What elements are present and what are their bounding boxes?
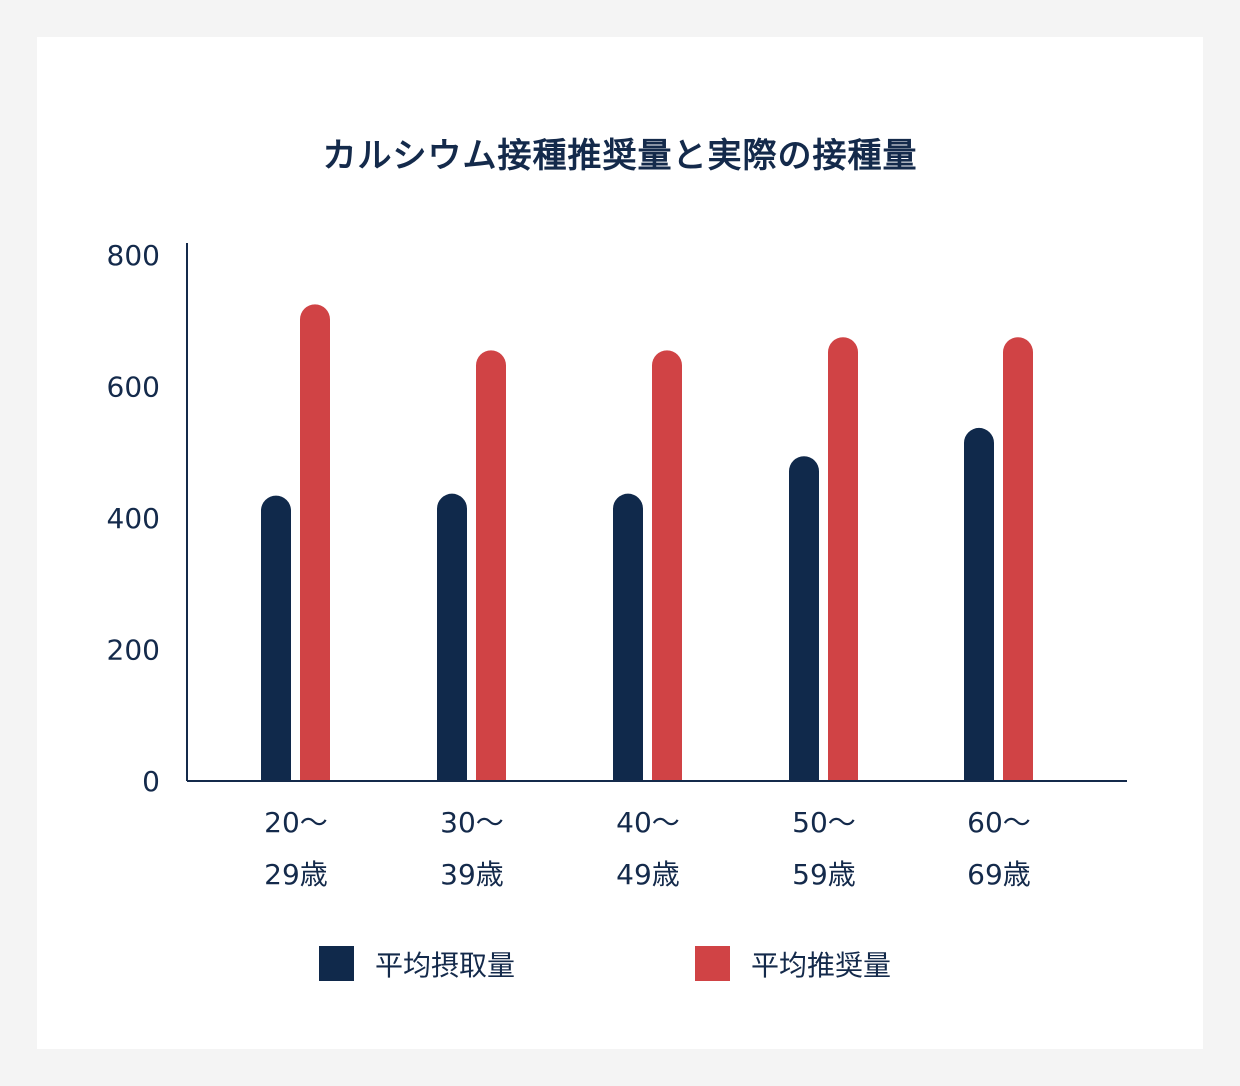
x-tick-label-line1: 30～: [440, 806, 504, 839]
y-tick-label: 200: [107, 634, 160, 667]
x-tick-label-line2: 29歳: [264, 858, 328, 891]
x-tick-label-line1: 50～: [792, 806, 856, 839]
x-tick-label-line1: 60～: [967, 806, 1031, 839]
bar-recommended-2: [652, 350, 682, 781]
bar-intake-2: [613, 493, 643, 781]
x-tick-label-line2: 69歳: [967, 858, 1031, 891]
legend-label-0: 平均摂取量: [375, 949, 515, 982]
bar-recommended-0: [300, 304, 330, 781]
bar-intake-4: [964, 427, 994, 781]
legend-swatch-1: [695, 946, 730, 981]
x-tick-label-line1: 20～: [264, 806, 328, 839]
bars: [261, 304, 1033, 781]
legend: 平均摂取量 平均推奨量: [319, 946, 891, 982]
bar-intake-0: [261, 495, 291, 781]
y-tick-label: 600: [107, 371, 160, 404]
x-tick-label-line2: 59歳: [792, 858, 856, 891]
x-tick-label-line2: 49歳: [616, 858, 680, 891]
bar-intake-3: [789, 456, 819, 781]
x-tick-label-line1: 40～: [616, 806, 680, 839]
x-axis-labels: 20～ 29歳 30～ 39歳 40～ 49歳 50～ 59歳 60～ 69歳: [264, 806, 1031, 891]
legend-label-1: 平均推奨量: [751, 949, 891, 982]
y-tick-label: 0: [142, 765, 160, 798]
bar-intake-1: [437, 493, 467, 781]
y-tick-label: 800: [107, 239, 160, 272]
bar-recommended-1: [476, 350, 506, 781]
y-axis-ticks: 0 200 400 600 800: [107, 239, 160, 798]
y-tick-label: 400: [107, 502, 160, 535]
chart-title: カルシウム接種推奨量と実際の接種量: [322, 136, 918, 176]
bar-recommended-4: [1003, 337, 1033, 781]
x-tick-label-line2: 39歳: [440, 858, 504, 891]
bar-recommended-3: [828, 337, 858, 781]
legend-swatch-0: [319, 946, 354, 981]
